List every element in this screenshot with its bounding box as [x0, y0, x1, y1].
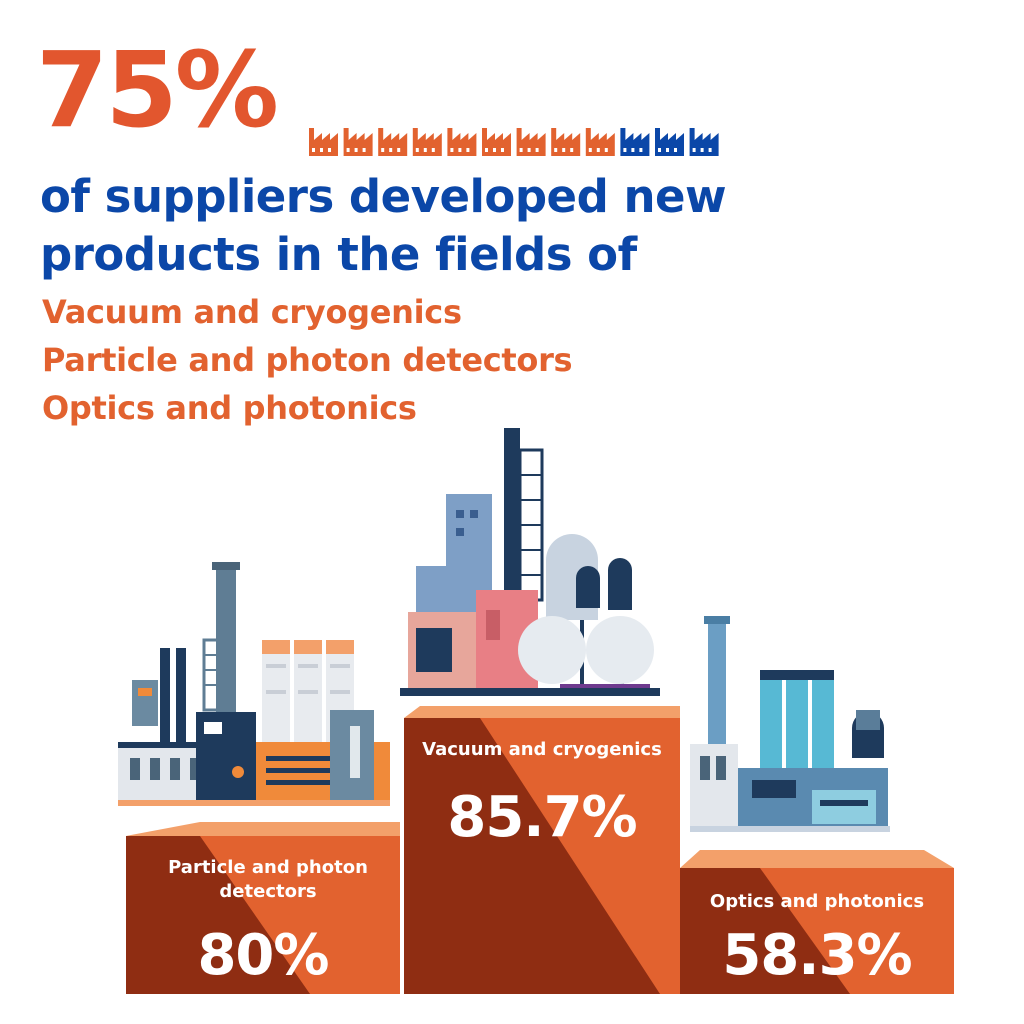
left-factory-icon [118, 562, 390, 806]
right-factory-icon [690, 616, 890, 832]
podium-value-left: 80% [197, 923, 329, 988]
podium-value-right: 58.3% [722, 923, 912, 988]
podium-label-right: Optics and photonics [709, 891, 925, 912]
headline-text: of suppliers developed new products in t… [40, 168, 940, 284]
headline-percent: 75% [36, 29, 279, 151]
fields-list: Vacuum and cryogenics Particle and photo… [42, 288, 573, 432]
factory-icon [309, 128, 338, 156]
factory-icon [551, 128, 581, 156]
factory-icon [689, 128, 719, 156]
podium-label-left: Particle and photon detectors [168, 857, 368, 902]
factory-icon [343, 128, 373, 156]
headline-line-2: products in the fields of [40, 228, 637, 281]
factory-icon [412, 128, 442, 156]
center-factory-icon [400, 428, 660, 696]
factory-icon [585, 128, 615, 156]
factory-icon [620, 128, 650, 156]
podium [126, 706, 954, 994]
factory-icon [516, 128, 546, 156]
headline-line-1: of suppliers developed new [40, 170, 727, 223]
field-item-detectors: Particle and photon detectors [42, 341, 573, 379]
factory-icon [378, 128, 408, 156]
factory-icon [482, 128, 511, 156]
field-item-vacuum: Vacuum and cryogenics [42, 293, 462, 331]
field-item-optics: Optics and photonics [42, 389, 417, 427]
factory-icon [447, 128, 477, 156]
factory-icon [655, 128, 684, 156]
podium-value-center: 85.7% [447, 785, 637, 850]
factory-icon-row [309, 128, 719, 156]
podium-label-center: Vacuum and cryogenics [422, 739, 662, 760]
